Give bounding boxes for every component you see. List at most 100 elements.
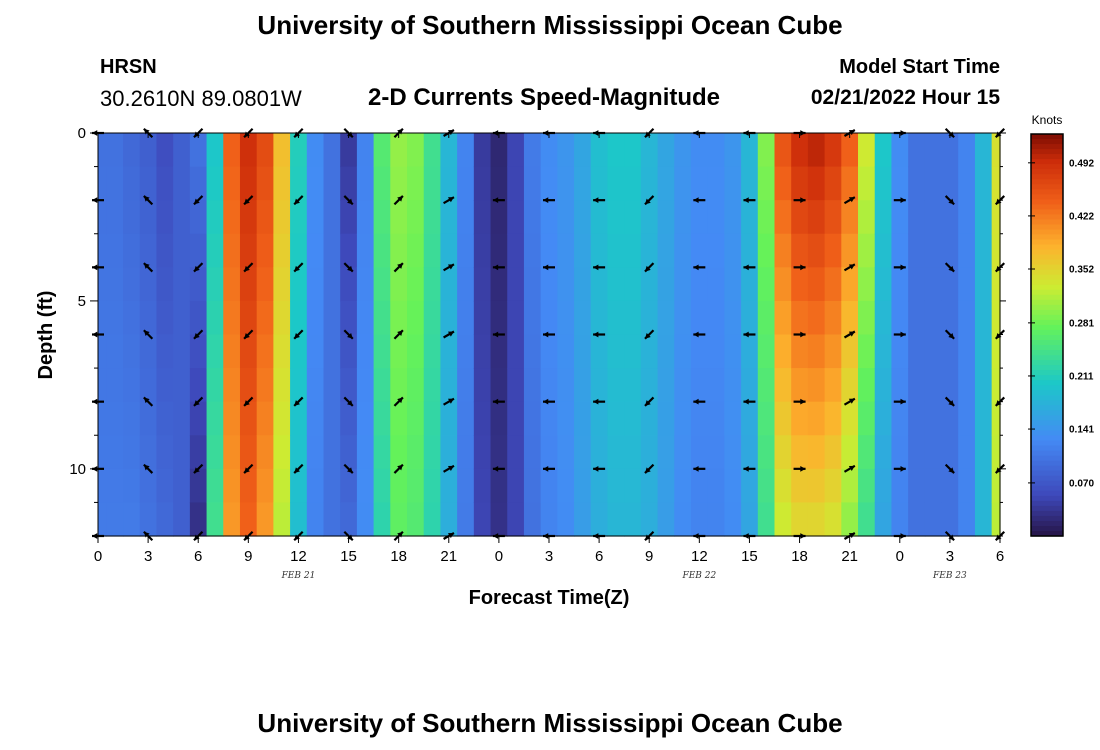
heatmap-cell <box>173 368 191 403</box>
heatmap-cell <box>941 368 959 403</box>
heatmap-cell <box>774 166 792 201</box>
heatmap-cell <box>841 435 859 470</box>
heatmap-cell <box>173 468 191 504</box>
colorbar-segment <box>1031 360 1063 366</box>
heatmap-cell <box>657 200 675 235</box>
heatmap-cell <box>657 300 675 336</box>
heatmap-cell <box>239 401 258 436</box>
colorbar-segment <box>1031 284 1063 291</box>
current-arrow <box>343 329 354 340</box>
heatmap-cell <box>290 166 308 201</box>
heatmap-cell <box>507 166 525 201</box>
current-arrow <box>243 396 254 407</box>
heatmap-cell <box>690 435 709 470</box>
arrow-head <box>743 331 749 338</box>
heatmap-cell <box>807 300 826 336</box>
heatmap-cell <box>757 368 776 403</box>
heatmap-cell <box>924 267 943 302</box>
heatmap-cell <box>724 166 742 201</box>
heatmap-cell <box>974 267 993 302</box>
heatmap-cell <box>273 368 291 403</box>
heatmap-cell <box>523 166 542 201</box>
heatmap-cell <box>390 334 408 369</box>
heatmap-cell <box>674 300 692 336</box>
heatmap-cell <box>607 401 625 436</box>
heatmap-cell <box>306 401 325 436</box>
arrow-head <box>492 197 499 204</box>
heatmap-cell <box>490 200 508 235</box>
heatmap-cell <box>356 233 375 268</box>
heatmap-cell <box>991 334 1001 369</box>
heatmap-cell <box>707 233 725 268</box>
colorbar-segment <box>1031 365 1063 371</box>
heatmap-cell <box>457 200 475 235</box>
current-arrow <box>893 398 906 405</box>
heatmap-cell <box>991 200 1001 235</box>
heatmap-cell <box>908 300 926 336</box>
heatmap-cell <box>557 133 575 168</box>
heatmap-cell <box>323 401 341 436</box>
heatmap-cell <box>707 334 725 369</box>
heatmap-cell <box>256 435 274 470</box>
arrow-head <box>848 197 855 203</box>
heatmap-cell <box>340 368 358 403</box>
heatmap-cells <box>98 133 1001 537</box>
heatmap-cell <box>189 300 208 336</box>
arrow-head <box>397 330 403 337</box>
heatmap-cell <box>757 233 776 268</box>
current-arrow <box>393 195 404 206</box>
heatmap-cell <box>290 133 308 168</box>
heatmap-cell <box>574 502 592 537</box>
heatmap-cell <box>624 334 642 369</box>
current-arrow <box>243 463 254 474</box>
heatmap-cell <box>858 300 876 336</box>
arrow-head <box>900 197 906 204</box>
current-arrow <box>693 197 706 204</box>
heatmap-cell <box>874 200 893 235</box>
heatmap-cell <box>841 133 859 168</box>
heatmap-cell <box>674 166 692 201</box>
heatmap-cell <box>724 401 742 436</box>
heatmap-cell <box>891 166 909 201</box>
heatmap-cell <box>690 401 709 436</box>
arrow-head <box>543 264 549 271</box>
heatmap-cell <box>991 401 1001 436</box>
heatmap-cell <box>574 334 592 369</box>
colorbar-segment <box>1031 149 1063 155</box>
current-arrow <box>393 396 404 407</box>
heatmap-cell <box>189 401 208 436</box>
heatmap-cell <box>774 233 792 268</box>
current-arrow <box>693 398 706 405</box>
x-tick-label: 3 <box>545 548 553 565</box>
arrow-head <box>900 331 906 338</box>
colorbar-segment <box>1031 435 1063 442</box>
heatmap-cell <box>791 133 809 168</box>
heatmap-cell <box>741 334 759 369</box>
heatmap-cell <box>507 300 525 336</box>
colorbar-segment <box>1031 465 1063 472</box>
current-arrow <box>492 197 505 204</box>
heatmap-cell <box>407 166 425 201</box>
current-arrow <box>193 463 204 474</box>
x-axis-label: Forecast Time(Z) <box>469 587 630 609</box>
arrow-head <box>948 265 955 272</box>
heatmap-cell <box>440 401 458 436</box>
current-arrow <box>743 465 756 472</box>
colorbar-segment <box>1031 199 1063 205</box>
heatmap-cell <box>473 133 492 168</box>
heatmap-cell <box>223 468 241 504</box>
heatmap-cell <box>557 401 575 436</box>
heatmap-cell <box>390 300 408 336</box>
heatmap-cell <box>390 200 408 235</box>
heatmap-cell <box>557 334 575 369</box>
arrow-head <box>743 264 749 271</box>
arrow-head <box>693 465 699 472</box>
heatmap-cell <box>306 334 325 369</box>
heatmap-cell <box>423 267 442 302</box>
heatmap-cell <box>490 233 508 268</box>
arrow-head <box>397 263 403 269</box>
current-arrow <box>193 329 204 340</box>
heatmap-cell <box>373 401 391 436</box>
colorbar-segment <box>1031 335 1063 341</box>
colorbar-tick-label: 0.352 <box>1069 265 1094 276</box>
